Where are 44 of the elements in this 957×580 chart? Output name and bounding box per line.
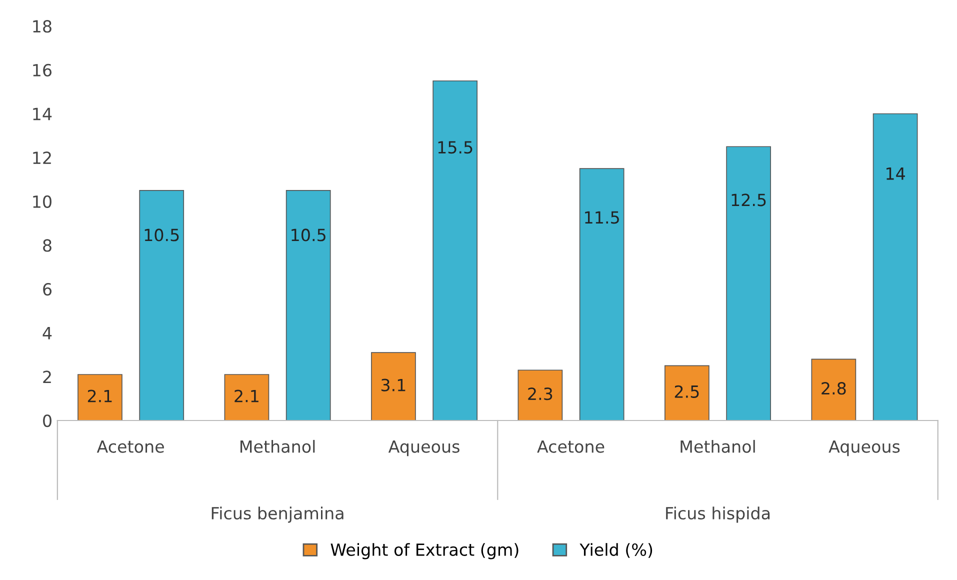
data-label: 11.5 — [585, 211, 619, 224]
legend-label: Yield (%) — [580, 543, 652, 558]
x-tick-label: Methanol — [240, 440, 315, 453]
data-label: 12.5 — [732, 194, 766, 206]
y-tick-label: 6 — [43, 282, 52, 296]
bar — [518, 370, 563, 420]
y-tick-label: 4 — [42, 327, 52, 340]
y-tick-label: 14 — [33, 108, 52, 120]
x-tick-label: Aqueous — [828, 440, 900, 456]
text: Ficus benjamina — [212, 506, 344, 523]
data-label: 14 — [886, 168, 905, 180]
data-label: 10.5 — [292, 228, 326, 242]
x-tick-label: Methanol — [680, 440, 755, 453]
bar — [432, 80, 478, 420]
y-tick-label: 16 — [33, 64, 52, 76]
y-tick-label: 2 — [43, 370, 51, 384]
bar — [224, 374, 270, 420]
data-label: 2.5 — [674, 385, 699, 398]
x-tick-label: Acetone — [537, 440, 604, 453]
x-tick-label: Acetone — [96, 440, 164, 453]
bar — [872, 113, 918, 420]
legend-label: Weight of Extract (gm) — [330, 543, 518, 560]
data-label: 2.1 — [234, 390, 258, 402]
bar — [579, 168, 624, 420]
bar — [726, 146, 771, 420]
data-label: 10.5 — [144, 228, 179, 242]
y-tick-label: 0 — [43, 414, 52, 428]
y-tick-label: 8 — [43, 239, 52, 252]
text: Ficus hispida — [666, 506, 770, 523]
y-tick-label: 10 — [33, 195, 52, 208]
data-label: 2.8 — [822, 382, 846, 395]
data-label: 2.3 — [528, 388, 552, 400]
data-label: 3.1 — [381, 378, 406, 392]
bar — [78, 374, 122, 420]
bar — [139, 190, 184, 420]
bar — [811, 358, 856, 420]
bar — [286, 190, 331, 420]
bar — [664, 365, 710, 420]
x-tick-label: Aqueous — [388, 440, 460, 456]
y-tick-label: 18 — [33, 20, 52, 33]
data-label: 2.1 — [88, 390, 112, 402]
y-tick-label: 12 — [33, 152, 51, 164]
data-label: 15.5 — [438, 141, 472, 154]
bar — [371, 352, 416, 420]
